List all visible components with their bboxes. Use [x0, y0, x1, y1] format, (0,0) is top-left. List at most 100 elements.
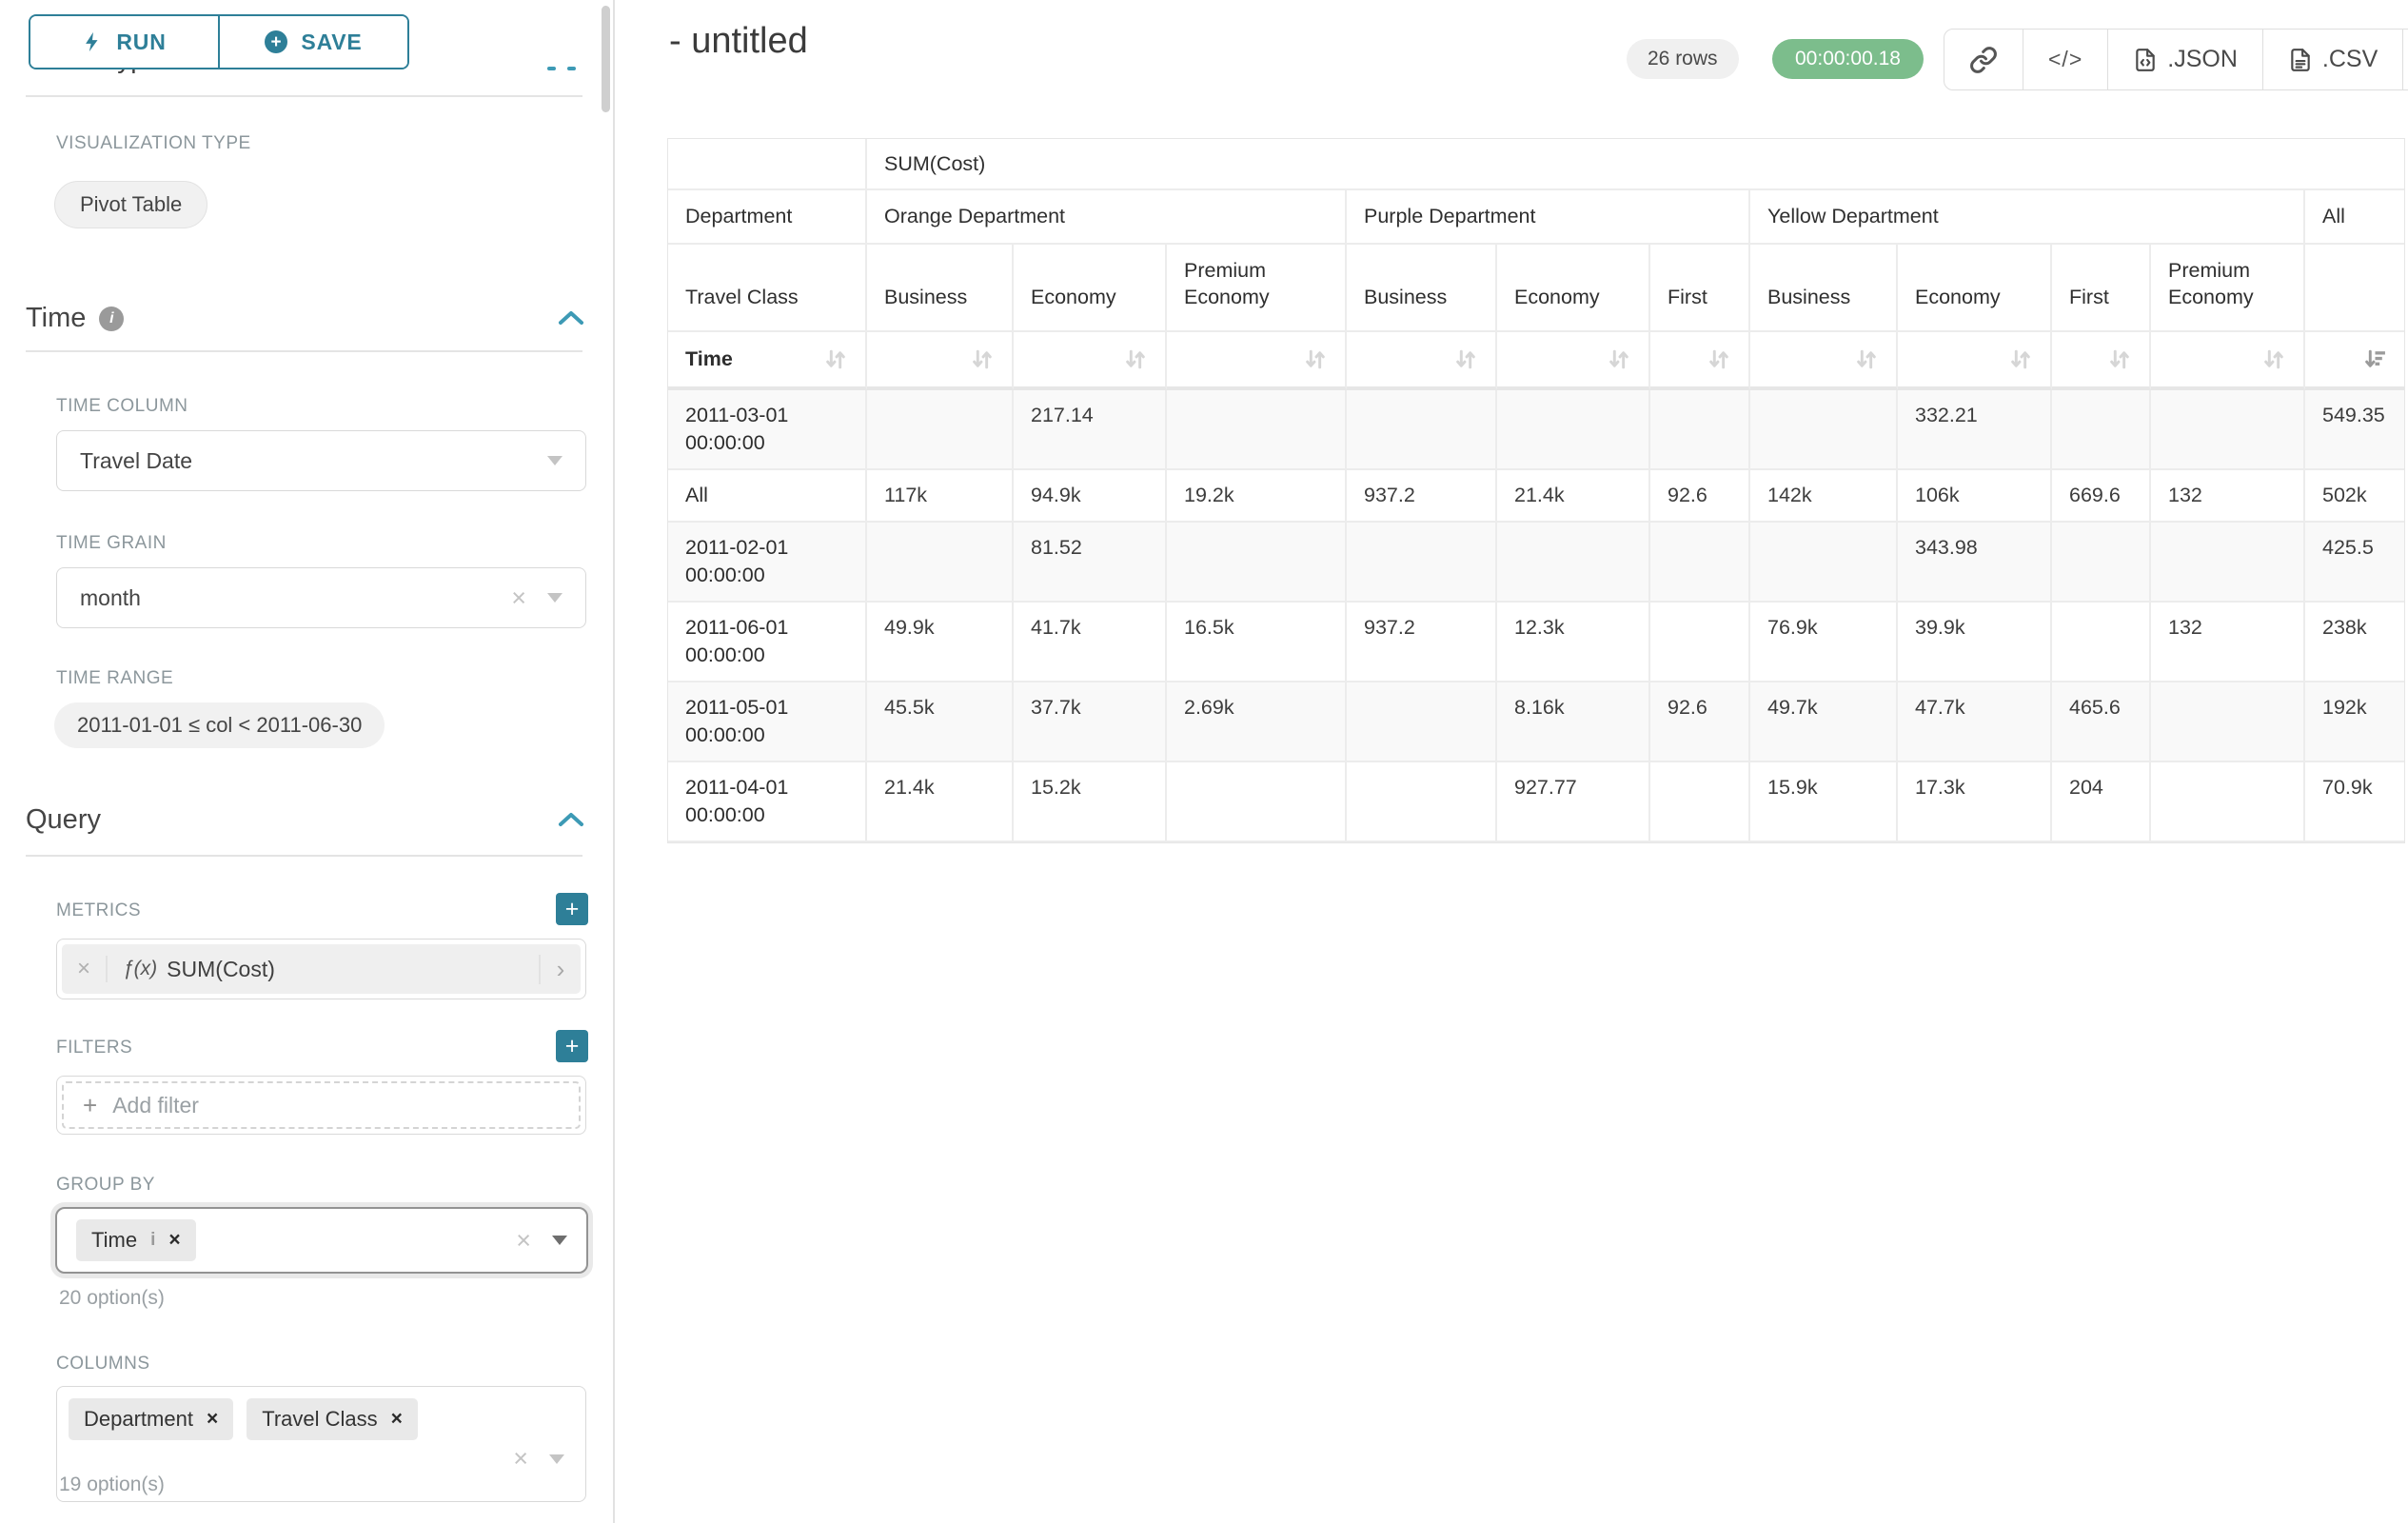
time-section-header[interactable]: Time i: [26, 303, 125, 334]
class-header: First: [1650, 245, 1750, 332]
pivot-body: 2011-03-01 00:00:00 217.14 332.21 549.35 All…: [668, 390, 2404, 843]
pivot-cell: [2151, 682, 2305, 763]
sort-descending-icon[interactable]: [2363, 347, 2387, 371]
pivot-cell: 15.2k: [1014, 762, 1167, 843]
time-grain-value: month: [80, 584, 141, 610]
run-button[interactable]: RUN: [30, 16, 220, 68]
pivot-cell: [1750, 523, 1898, 603]
file-text-icon: [2291, 48, 2310, 71]
class-header-empty: [2305, 245, 2404, 332]
link-icon: [1970, 46, 1997, 73]
sort-icon[interactable]: [1124, 347, 1148, 371]
pivot-cell: 21.4k: [867, 762, 1014, 843]
chart-title[interactable]: - untitled: [669, 21, 808, 61]
time-range-pill[interactable]: 2011-01-01 ≤ col < 2011-06-30: [54, 702, 385, 748]
file-code-icon: [2136, 48, 2156, 71]
all-column-header: All: [2305, 190, 2404, 245]
chevron-up-icon[interactable]: [557, 308, 585, 327]
pivot-cell: 92.6: [1650, 682, 1750, 763]
row-dimension-header: Department: [668, 190, 867, 245]
sort-icon[interactable]: [2009, 347, 2033, 371]
pivot-cell: 45.5k: [867, 682, 1014, 763]
info-icon: i: [150, 1230, 156, 1250]
time-grain-select[interactable]: month ×: [56, 567, 586, 628]
sort-icon[interactable]: [971, 347, 995, 371]
time-section-title: Time: [26, 303, 87, 333]
export-csv-button[interactable]: .CSV: [2261, 30, 2402, 89]
group-by-option-count: 20 option(s): [59, 1287, 165, 1309]
chip-label: Department: [84, 1407, 193, 1431]
clear-icon[interactable]: ×: [511, 583, 526, 612]
query-section-header[interactable]: Query: [26, 804, 101, 836]
sort-icon[interactable]: [1454, 347, 1478, 371]
pivot-cell: [867, 390, 1014, 471]
clear-icon[interactable]: ×: [513, 1444, 528, 1473]
pivot-cell: [1347, 682, 1497, 763]
add-filter-plus-button[interactable]: +: [556, 1030, 588, 1062]
sort-icon[interactable]: [1608, 347, 1631, 371]
pivot-cell: [1750, 390, 1898, 471]
class-header: Economy: [1014, 245, 1167, 332]
columns-chip-travel-class[interactable]: Travel Class ×: [247, 1398, 418, 1440]
plus-icon: +: [83, 1090, 98, 1119]
sort-icon[interactable]: [2262, 347, 2286, 371]
chip-label: Travel Class: [262, 1407, 378, 1431]
remove-chip-icon[interactable]: ×: [206, 1408, 219, 1430]
visualization-type-pill[interactable]: Pivot Table: [54, 181, 208, 228]
columns-select[interactable]: Department × Travel Class × ×: [56, 1386, 586, 1502]
group-by-chip-time[interactable]: Time i ×: [76, 1219, 196, 1261]
sort-icon[interactable]: [2108, 347, 2132, 371]
pivot-cell: [1167, 523, 1347, 603]
travel-class-header-row: Travel Class Business Economy Premium Ec…: [668, 245, 2404, 332]
sort-icon[interactable]: [824, 347, 848, 371]
copy-link-button[interactable]: [1944, 30, 2023, 89]
chart-panel: - untitled 26 rows 00:00:00.18 </> .JSON: [615, 0, 2408, 1523]
chevron-right-icon[interactable]: ›: [539, 954, 581, 984]
metric-pill[interactable]: × ƒ(x) SUM(Cost) ›: [62, 944, 581, 994]
query-section-title: Query: [26, 804, 101, 835]
pivot-cell: [1167, 762, 1347, 843]
group-by-select[interactable]: Time i × ×: [55, 1207, 588, 1274]
pivot-row: 2011-05-01 00:00:00 45.5k 37.7k 2.69k 8.16k 9…: [668, 682, 2404, 763]
remove-metric-icon[interactable]: ×: [62, 956, 108, 982]
sort-icon[interactable]: [1707, 347, 1731, 371]
group-by-label: GROUP BY: [56, 1175, 155, 1195]
section-divider: [26, 855, 582, 857]
pivot-cell: 41.7k: [1014, 603, 1167, 683]
query-timer-badge: 00:00:00.18: [1772, 39, 1924, 79]
pivot-cell: 39.9k: [1898, 603, 2052, 683]
chevron-up-icon[interactable]: [557, 810, 585, 829]
clear-icon[interactable]: ×: [516, 1225, 531, 1255]
more-options-button[interactable]: [2402, 30, 2408, 89]
pivot-cell: 8.16k: [1497, 682, 1650, 763]
metrics-control: × ƒ(x) SUM(Cost) ›: [56, 939, 586, 999]
view-query-button[interactable]: </>: [2023, 30, 2107, 89]
row-label: 2011-02-01 00:00:00: [668, 523, 867, 603]
pivot-cell: [1650, 523, 1750, 603]
pivot-cell: 106k: [1898, 470, 2052, 524]
remove-chip-icon[interactable]: ×: [168, 1229, 181, 1251]
class-header: Premium Economy: [2151, 245, 2305, 332]
class-header: Business: [867, 245, 1014, 332]
add-filter-dropzone[interactable]: + Add filter: [62, 1081, 581, 1129]
class-header: Premium Economy: [1167, 245, 1347, 332]
sort-icon[interactable]: [1304, 347, 1328, 371]
travel-class-header: Travel Class: [668, 245, 867, 332]
pivot-cell: [1497, 390, 1650, 471]
time-column-select[interactable]: Travel Date: [56, 430, 586, 491]
sort-header-row: Time: [668, 332, 2404, 390]
info-icon: i: [99, 306, 125, 331]
save-button[interactable]: + SAVE: [220, 16, 407, 68]
sidebar-scrollbar[interactable]: [602, 6, 610, 112]
remove-chip-icon[interactable]: ×: [390, 1408, 403, 1430]
corner-cell: [668, 139, 867, 190]
row-label: 2011-06-01 00:00:00: [668, 603, 867, 683]
pivot-cell: [867, 523, 1014, 603]
columns-chip-department[interactable]: Department ×: [69, 1398, 234, 1440]
export-json-button[interactable]: .JSON: [2107, 30, 2262, 89]
row-count-badge: 26 rows: [1627, 39, 1739, 79]
add-metric-button[interactable]: +: [556, 893, 588, 925]
sort-icon[interactable]: [1855, 347, 1879, 371]
pivot-cell: 343.98: [1898, 523, 2052, 603]
